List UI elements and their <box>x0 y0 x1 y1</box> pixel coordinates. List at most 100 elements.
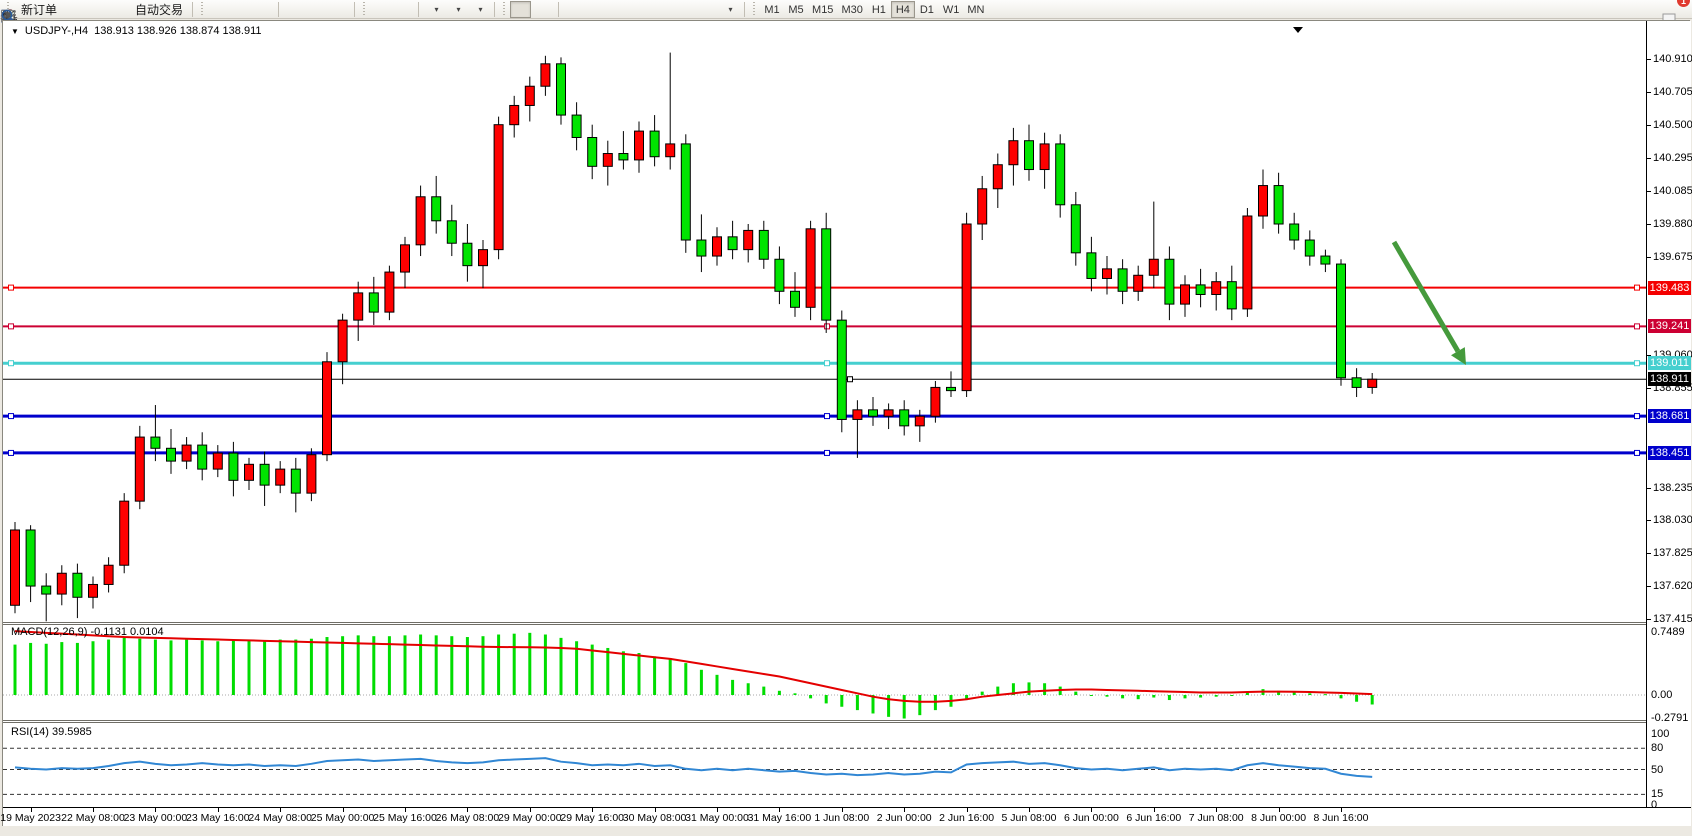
line-anchor[interactable] <box>8 449 14 456</box>
data-window-button[interactable] <box>0 1 105 23</box>
timeframe-button-w1[interactable]: W1 <box>939 1 964 18</box>
macd-bar <box>1292 692 1296 695</box>
date-axis[interactable]: 19 May 2023 22 May 08:00 23 May 00:00 23 Ma… <box>0 807 1691 826</box>
macd-bar <box>824 695 828 704</box>
candle-body <box>1273 185 1284 225</box>
horizontal-line-tool-button[interactable] <box>1 1 607 18</box>
candlestick-chart-button[interactable] <box>2 1 251 22</box>
pane-splitter[interactable] <box>3 720 1646 723</box>
timeframe-button-d1[interactable]: D1 <box>915 1 939 18</box>
date-label: 22 May 08:00 <box>61 812 125 824</box>
line-chart-button[interactable] <box>2 1 273 22</box>
line-anchor[interactable] <box>847 376 853 383</box>
line-anchor[interactable] <box>1634 413 1640 420</box>
line-anchor[interactable] <box>1634 284 1640 291</box>
bar-chart-button[interactable] <box>2 1 229 22</box>
macd-pane[interactable] <box>3 625 1646 720</box>
line-anchor[interactable] <box>8 284 14 291</box>
timeframe-button-h4[interactable]: H4 <box>890 1 915 19</box>
candle-body <box>509 104 520 126</box>
rsi-pane[interactable] <box>3 723 1646 807</box>
signals-button[interactable] <box>1 1 127 21</box>
price-axis[interactable]: 140.910 140.705 140.500 140.295 140.085 139.8… <box>1646 21 1692 811</box>
line-anchor[interactable] <box>824 413 830 420</box>
timeframe-button-m1[interactable]: M1 <box>760 1 784 18</box>
search-button[interactable] <box>1 1 1653 23</box>
market-watch-button[interactable] <box>1 1 83 21</box>
macd-bar <box>1370 695 1374 705</box>
auto-scroll-button[interactable] <box>2 1 391 22</box>
line-anchor[interactable] <box>8 323 14 330</box>
new-order-button[interactable]: 新订单 <box>1 1 61 23</box>
rsi-line <box>14 757 1373 778</box>
timeframe-button-mn[interactable]: MN <box>963 1 988 18</box>
new-chart-dropdown[interactable]: ▾ <box>1 1 445 23</box>
collapse-triangle-icon[interactable]: ▼ <box>11 26 19 36</box>
periods-dropdown[interactable]: ▾ <box>0 1 467 23</box>
macd-bar <box>871 695 875 714</box>
main-price-pane[interactable] <box>3 21 1646 622</box>
svg-text:A: A <box>2 9 10 23</box>
templates-dropdown[interactable]: ▾ <box>1 1 489 22</box>
text-tool-button[interactable]: A <box>2 1 695 23</box>
crosshair-tool-button[interactable] <box>1 1 553 22</box>
cursor-tool-button[interactable] <box>3 0 532 22</box>
fibonacci-tool-button[interactable]: F <box>1 1 673 24</box>
candle-body <box>930 386 941 417</box>
chart-shift-button[interactable] <box>2 1 413 22</box>
zoom-in-button[interactable] <box>1 1 305 23</box>
arrows-dropdown[interactable]: ▾ <box>2 1 739 22</box>
rsi-label: RSI(14) 39.5985 <box>11 726 92 738</box>
vertical-line-tool-button[interactable] <box>4 1 585 22</box>
tile-windows-button[interactable] <box>1 1 349 22</box>
macd-signal-line <box>14 630 1373 703</box>
trend-arrow-head[interactable] <box>1451 347 1466 365</box>
toolbar-grip[interactable] <box>6 2 11 16</box>
candle-body <box>556 63 566 116</box>
equidistant-channel-tool-button[interactable]: E <box>0 1 651 24</box>
trendline-tool-button[interactable] <box>1 1 629 22</box>
level-price-label[interactable]: 138.451 <box>1648 445 1691 460</box>
price-tick-label: 140.500 <box>1653 118 1692 131</box>
date-tick-mark <box>1153 808 1155 812</box>
level-price-label[interactable]: 138.681 <box>1648 409 1691 424</box>
macd-bar <box>153 639 157 695</box>
macd-bar <box>1136 695 1140 700</box>
macd-bar <box>1121 695 1125 699</box>
line-anchor[interactable] <box>824 360 830 367</box>
line-anchor[interactable] <box>824 449 830 456</box>
notification-badge[interactable]: 1 <box>1677 0 1690 8</box>
candle-body <box>524 85 535 106</box>
timeframe-button-h1[interactable]: H1 <box>867 1 891 18</box>
zoom-out-button[interactable] <box>1 1 327 23</box>
timeframe-button-m30[interactable]: M30 <box>837 1 866 18</box>
line-anchor[interactable] <box>1634 449 1640 456</box>
line-anchor[interactable] <box>8 413 14 420</box>
candle-body <box>1195 284 1206 295</box>
pane-splitter[interactable] <box>3 622 1646 625</box>
price-tick-label: 137.825 <box>1653 547 1692 560</box>
candle-body <box>1289 223 1300 241</box>
timeframe-button-m15[interactable]: M15 <box>808 1 837 18</box>
line-anchor[interactable] <box>1634 323 1640 330</box>
level-price-label[interactable]: 138.911 <box>1648 372 1691 387</box>
toolbar-grip[interactable] <box>200 2 206 16</box>
line-anchor[interactable] <box>8 360 14 367</box>
trend-arrow[interactable] <box>1391 240 1461 353</box>
text-label-tool-button[interactable]: T <box>1 1 717 23</box>
scroll-to-end-marker[interactable] <box>1293 27 1303 33</box>
price-tick-label: 140.085 <box>1653 185 1692 198</box>
toolbar-grip[interactable] <box>362 2 368 16</box>
line-anchor[interactable] <box>824 323 830 330</box>
timeframe-button-m5[interactable]: M5 <box>784 1 808 18</box>
macd-bar <box>122 637 126 695</box>
macd-bar <box>1152 695 1156 698</box>
level-price-label[interactable]: 139.241 <box>1648 319 1691 334</box>
date-label: 31 May 16:00 <box>747 812 812 824</box>
auto-trading-button[interactable]: 自动交易 <box>1 1 187 23</box>
toolbar-grip[interactable] <box>502 2 508 16</box>
line-anchor[interactable] <box>1634 360 1640 367</box>
level-price-label[interactable]: 139.011 <box>1648 356 1691 371</box>
level-price-label[interactable]: 139.483 <box>1648 280 1691 295</box>
toolbar-grip[interactable] <box>752 2 758 16</box>
